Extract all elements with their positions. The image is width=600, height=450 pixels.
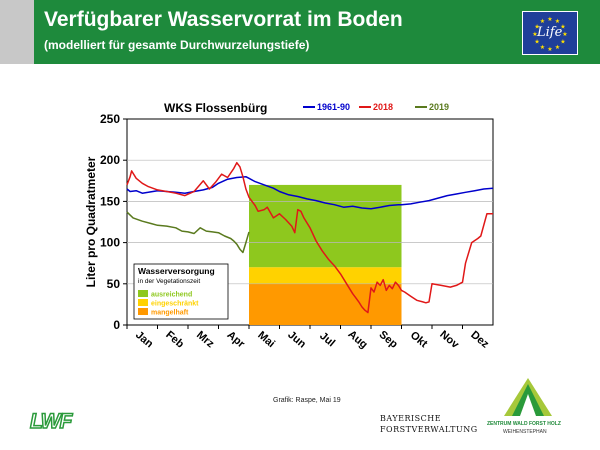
supply-legend-label: eingeschränkt: [151, 301, 199, 308]
x-tick-label: Mai: [255, 329, 277, 350]
y-tick-label: 150: [100, 194, 120, 208]
zentrum-wald-text: ZENTRUM WALD FORST HOLZ: [487, 421, 561, 427]
chart-credit: Grafik: Raspe, Mai 19: [273, 397, 341, 404]
series-line: [126, 161, 493, 314]
bayerische-forstverwaltung-line1: BAYERISCHE: [380, 414, 442, 423]
x-tick-label: Feb: [163, 329, 186, 351]
supply-legend-box: [133, 263, 229, 320]
eu-star-icon: ★: [547, 46, 552, 53]
legend-label: 2018: [373, 102, 393, 112]
page-subtitle: (modelliert für gesamte Durchwurzelungst…: [44, 38, 310, 52]
eu-stars-icon: ★★★★★★★★★ ★ ★★: [532, 16, 567, 53]
eu-star-icon: ★: [555, 18, 560, 25]
eu-star-icon: ★: [534, 39, 539, 46]
y-tick-label: 100: [100, 236, 120, 250]
eu-star-icon: ★: [562, 31, 567, 38]
band-0: [249, 184, 402, 268]
y-axis-label: Liter pro Quadratmeter: [84, 156, 98, 287]
x-tick-label: Jan: [133, 329, 155, 351]
chart-title: WKS Flossenbürg: [164, 101, 267, 115]
y-tick-label: 50: [107, 277, 121, 291]
band-1: [249, 267, 402, 284]
weihenstephan-text: WEIHENSTEPHAN: [503, 429, 547, 435]
supply-legend-swatch: [138, 290, 148, 297]
life-logo-text: Life: [537, 25, 563, 40]
band-2: [249, 283, 402, 325]
header-stripe: [0, 0, 34, 64]
supply-legend-label: ausreichend: [151, 292, 192, 299]
supply-legend-swatch: [138, 308, 148, 315]
eu-star-icon: ★: [540, 18, 545, 25]
x-tick-label: Dez: [468, 329, 491, 351]
series-line: [126, 211, 250, 254]
supply-legend-subtitle: in der Vegetationszeit: [138, 278, 200, 285]
eu-star-icon: ★: [560, 24, 565, 31]
legend-label: 1961-90: [317, 102, 350, 112]
supply-legend-label: mangelhaft: [151, 310, 189, 317]
bayerische-forstverwaltung-line2: FORSTVERWALTUNG: [380, 425, 478, 434]
x-tick-label: Jun: [285, 329, 308, 351]
eu-star-icon: ★: [547, 16, 552, 23]
page-title: Verfügbarer Wasservorrat im Boden: [44, 8, 403, 31]
x-tick-label: Mrz: [194, 329, 217, 351]
x-tick-label: Okt: [408, 329, 430, 350]
lwf-logo: LWF: [29, 409, 73, 434]
supply-legend-title: Wasserversorgung: [138, 266, 215, 276]
y-tick-label: 200: [100, 153, 120, 167]
y-tick-label: 0: [113, 318, 120, 332]
series-line: [126, 175, 494, 210]
supply-legend-swatch: [138, 299, 148, 306]
eu-star-icon: ★: [540, 44, 545, 51]
zentrum-wald-logo-icon: [504, 378, 552, 416]
x-tick-label: Aug: [346, 328, 370, 351]
eu-life-logo: ★ ★ ★ ★ ★ ★ ★ ★ ★ ★ ★ ★ Life: [522, 11, 578, 55]
legend-label: 2019: [429, 102, 449, 112]
header-bar: [0, 0, 600, 64]
y-tick-label: 250: [100, 112, 120, 126]
x-tick-label: Sep: [377, 329, 400, 351]
eu-star-icon: ★: [532, 31, 537, 38]
x-tick-label: Jul: [317, 330, 337, 349]
eu-star-icon: ★: [555, 44, 560, 51]
x-tick-label: Apr: [225, 329, 248, 351]
eu-star-icon: ★: [560, 39, 565, 46]
eu-star-icon: ★: [534, 24, 539, 31]
x-tick-label: Nov: [437, 328, 461, 351]
